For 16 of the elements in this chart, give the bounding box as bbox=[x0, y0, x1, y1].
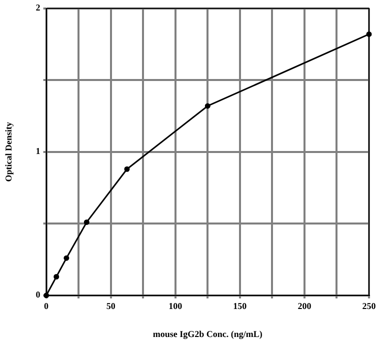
x-tick-label: 100 bbox=[168, 301, 183, 312]
y-tick-label: 0 bbox=[36, 290, 41, 300]
y-tick-label: 2 bbox=[36, 2, 41, 13]
x-tick-label: 250 bbox=[362, 301, 376, 312]
point bbox=[64, 255, 70, 261]
y-tick-label: 1 bbox=[36, 146, 41, 156]
point bbox=[54, 274, 60, 280]
x-tick-label: 150 bbox=[233, 301, 248, 312]
point bbox=[124, 166, 130, 172]
x-tick-label: 50 bbox=[106, 301, 116, 312]
point bbox=[84, 219, 90, 225]
x-tick-label: 0 bbox=[44, 301, 50, 312]
point bbox=[204, 103, 210, 109]
x-axis-title: mouse IgG2b Conc. (ng/mL) bbox=[152, 328, 262, 339]
y-axis-title: Optical Density bbox=[4, 122, 14, 182]
x-tick-label: 200 bbox=[298, 301, 312, 312]
